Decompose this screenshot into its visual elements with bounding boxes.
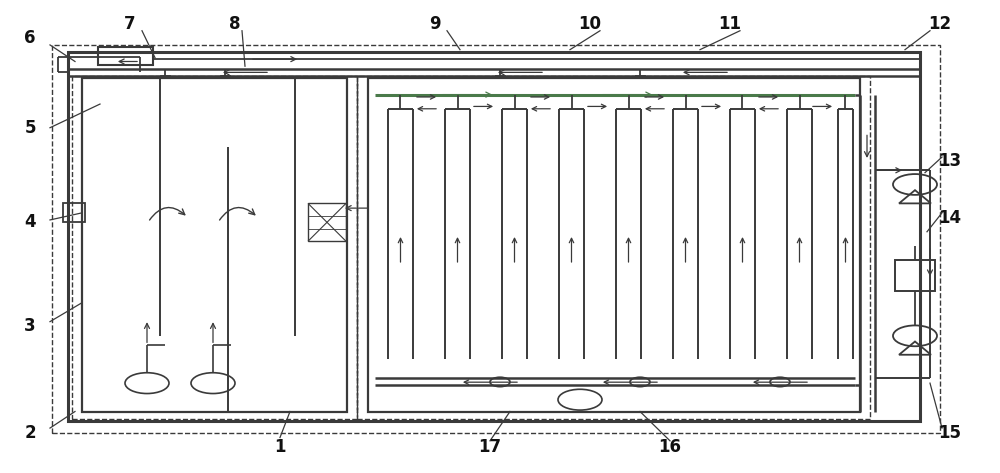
Bar xyxy=(368,78,860,412)
Text: 12: 12 xyxy=(928,15,952,33)
Text: 17: 17 xyxy=(478,438,502,456)
Bar xyxy=(98,47,153,65)
Bar xyxy=(68,52,920,421)
Text: 16: 16 xyxy=(658,438,682,456)
Text: 8: 8 xyxy=(229,15,241,33)
Text: 3: 3 xyxy=(24,317,36,335)
Text: 1: 1 xyxy=(274,438,286,456)
Bar xyxy=(72,76,357,419)
Text: 6: 6 xyxy=(24,29,36,47)
Text: 13: 13 xyxy=(938,152,962,170)
Text: 9: 9 xyxy=(429,15,441,33)
Text: 10: 10 xyxy=(578,15,602,33)
Bar xyxy=(52,45,940,433)
Text: 14: 14 xyxy=(938,209,962,227)
Text: 7: 7 xyxy=(124,15,136,33)
Text: 4: 4 xyxy=(24,213,36,231)
Text: 5: 5 xyxy=(24,119,36,137)
Bar xyxy=(308,203,346,241)
Bar xyxy=(895,260,935,291)
Text: 11: 11 xyxy=(718,15,742,33)
Bar xyxy=(82,78,347,412)
Text: 15: 15 xyxy=(938,424,962,442)
Bar xyxy=(63,203,85,222)
Text: 2: 2 xyxy=(24,424,36,442)
Bar xyxy=(357,76,870,419)
